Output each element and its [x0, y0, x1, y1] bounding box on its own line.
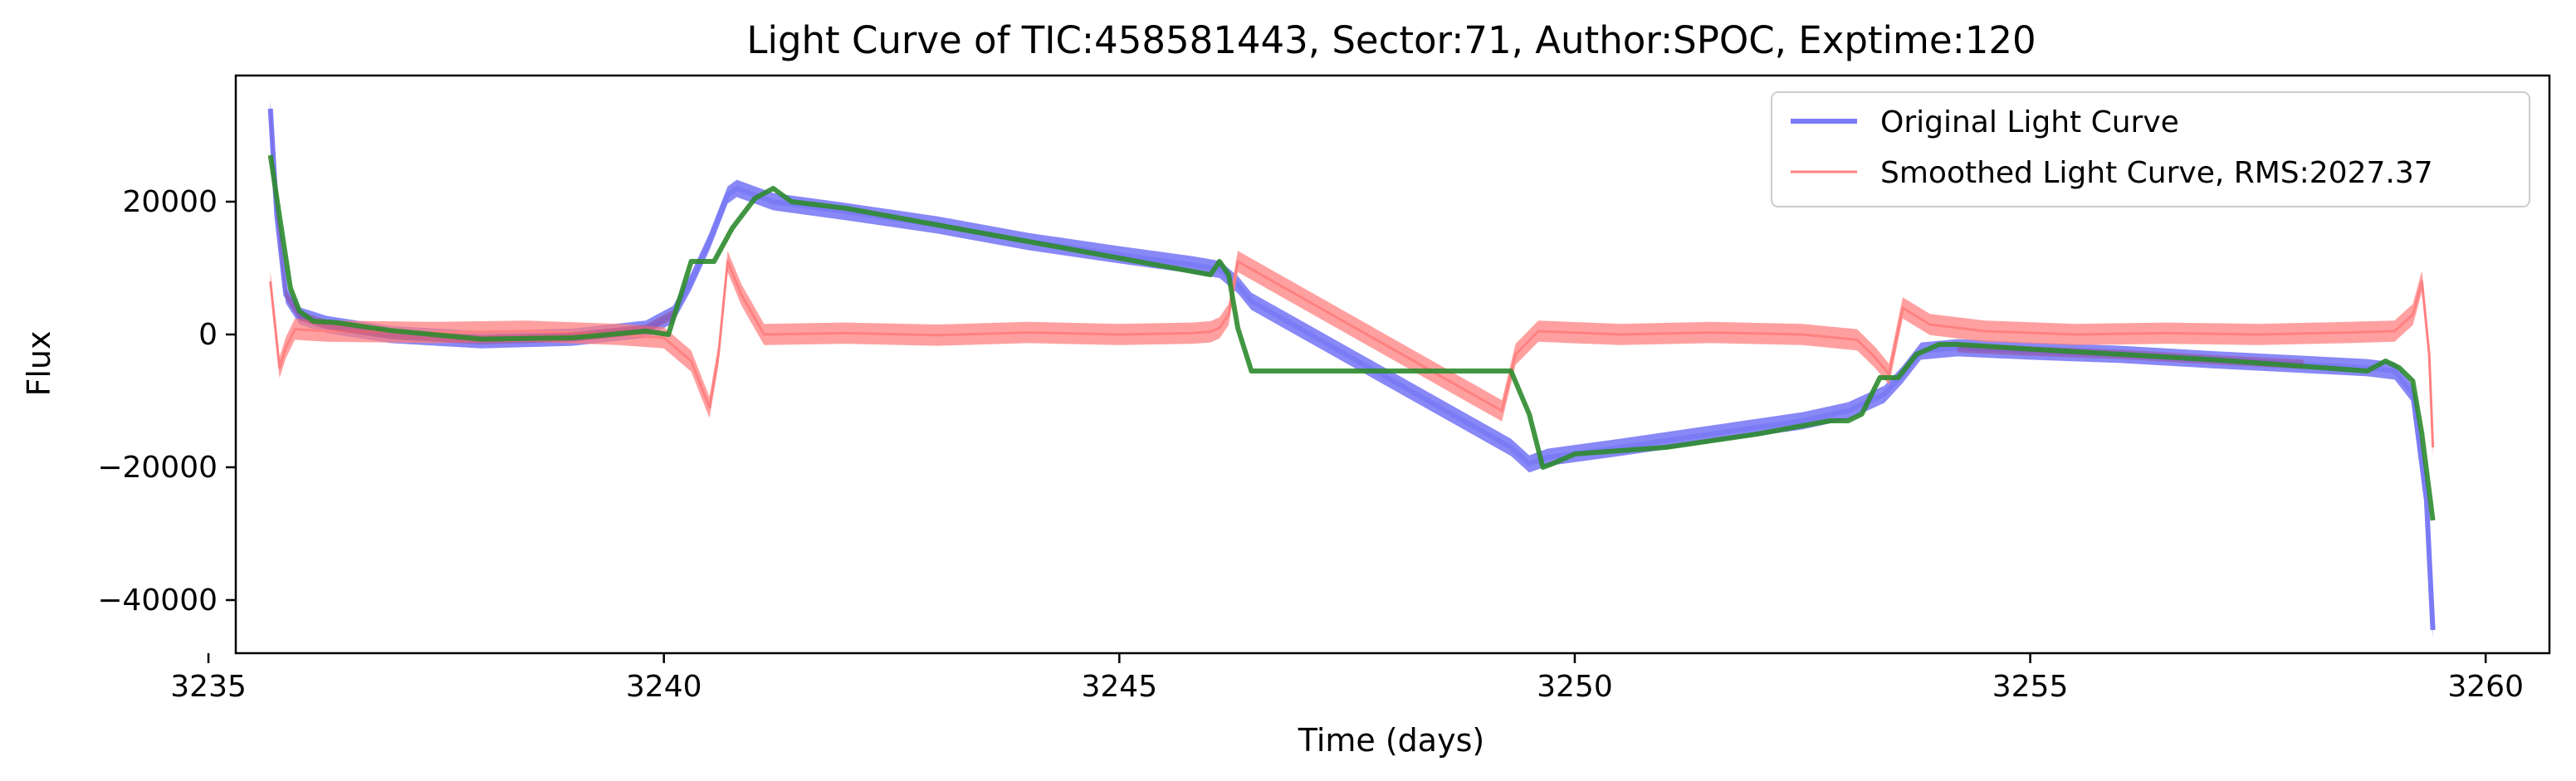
plot-frame [234, 74, 2551, 655]
legend-box [1771, 91, 2530, 207]
y-tick-label: 0 [198, 318, 218, 352]
chart-title: Light Curve of TIC:458581443, Sector:71,… [746, 18, 2036, 62]
y-axis-label: Flux [21, 331, 57, 397]
x-tick-label: 3245 [1082, 670, 1158, 704]
x-axis-label: Time (days) [1298, 722, 1484, 759]
x-tick-label: 3260 [2447, 670, 2524, 704]
x-tick-label: 3255 [1992, 670, 2069, 704]
legend-label-original: Original Light Curve [1880, 105, 2179, 139]
y-tick-label: −40000 [97, 583, 218, 617]
x-tick-label: 3250 [1537, 670, 1613, 704]
x-tick-label: 3235 [170, 670, 247, 704]
smoothed-curve-line [269, 260, 2435, 448]
x-tick-label: 3240 [626, 670, 702, 704]
trend-line [267, 154, 2436, 521]
y-tick-label: −20000 [97, 451, 218, 485]
y-tick-label: 20000 [122, 185, 218, 219]
legend-label-smoothed: Smoothed Light Curve, RMS:2027.37 [1880, 156, 2433, 190]
x-axis: 3235 3240 3245 3250 3255 3260 [170, 653, 2524, 704]
y-axis: −40000 −20000 0 20000 [97, 185, 236, 617]
plot-data-layer [267, 100, 2436, 639]
legend: Original Light Curve Smoothed Light Curv… [1771, 91, 2530, 207]
